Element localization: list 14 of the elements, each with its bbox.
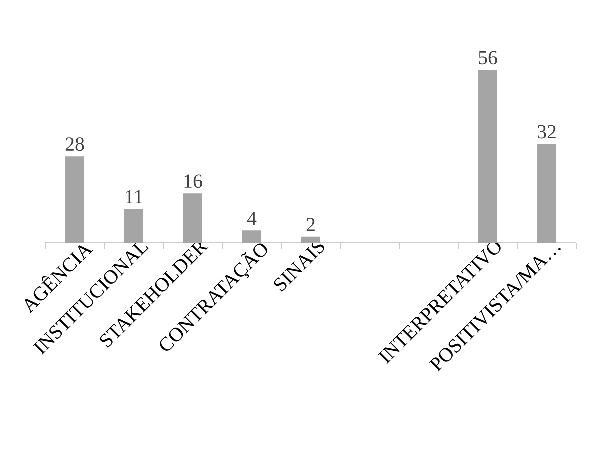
bar xyxy=(66,156,85,243)
data-label: 28 xyxy=(66,138,84,152)
bar xyxy=(538,144,557,243)
data-label: 56 xyxy=(479,51,498,65)
data-label: 16 xyxy=(184,174,202,188)
bar xyxy=(184,194,203,243)
bar xyxy=(242,230,262,243)
data-label: 32 xyxy=(538,125,556,139)
data-label: 4 xyxy=(247,212,257,226)
bar xyxy=(302,236,321,243)
bar xyxy=(124,209,144,243)
data-label: 2 xyxy=(306,218,315,232)
bar xyxy=(478,70,498,243)
data-label: 11 xyxy=(126,190,142,204)
